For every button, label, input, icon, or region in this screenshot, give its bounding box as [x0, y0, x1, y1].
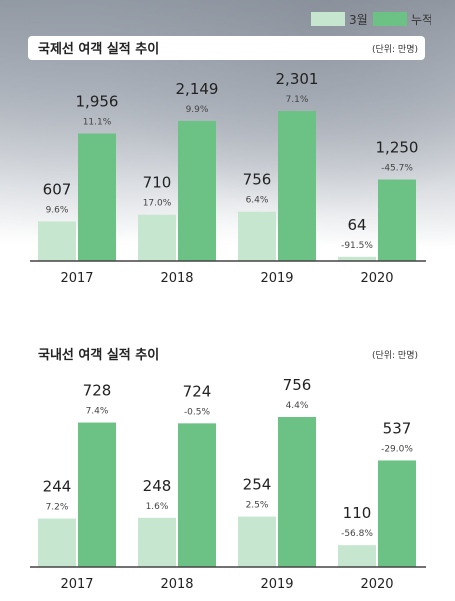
value-label: 710: [143, 174, 172, 192]
value-label: 2,301: [276, 70, 319, 88]
chart-unit: (단위: 만명): [372, 44, 418, 55]
bar: [338, 256, 376, 261]
growth-label: 1.6%: [146, 502, 169, 512]
value-label: 110: [343, 504, 372, 522]
growth-label: -45.7%: [381, 164, 413, 174]
growth-label: -56.8%: [341, 529, 373, 539]
legend-label-monthly: 3월: [349, 13, 368, 27]
bar: [378, 460, 416, 567]
bar: [78, 133, 116, 261]
value-label: 248: [143, 477, 172, 495]
bar: [338, 545, 376, 567]
bar: [38, 518, 76, 567]
bar: [278, 111, 316, 261]
bar: [238, 211, 276, 261]
growth-label: 4.4%: [286, 401, 309, 411]
bar: [178, 120, 216, 261]
growth-label: -91.5%: [341, 241, 373, 251]
bar: [378, 179, 416, 261]
plot-area: 9.6% 607 11.1% 1,956 2017 17.0% 710 9.9% 2,149 20…: [30, 70, 426, 286]
legend: 3월 누적: [311, 12, 431, 27]
chart-international: 국제선 여객 실적 추이 (단위: 만명) 9.6% 607 11.1% 1,956 2…: [28, 36, 426, 286]
chart-domestic: 국내선 여객 실적 추이 (단위: 만명) 7.2% 244 7.4% 728 2017…: [28, 342, 426, 592]
chart-unit: (단위: 만명): [372, 350, 418, 361]
value-label: 756: [283, 376, 312, 394]
value-label: 724: [183, 382, 212, 400]
chart-title-box: [28, 36, 425, 60]
growth-label: -29.0%: [381, 444, 413, 454]
legend-swatch-cumulative: [373, 12, 407, 26]
value-label: 1,250: [376, 139, 419, 157]
growth-label: -0.5%: [184, 407, 211, 417]
chart-title: 국제선 여객 실적 추이: [38, 41, 159, 57]
chart-title: 국내선 여객 실적 추이: [38, 347, 159, 363]
value-label: 756: [243, 171, 272, 189]
chart-title-box: [28, 342, 425, 366]
growth-label: 6.4%: [246, 196, 269, 206]
value-label: 254: [243, 476, 272, 494]
x-tick-label: 2017: [60, 577, 93, 592]
x-tick-label: 2020: [360, 271, 393, 286]
x-tick-label: 2020: [360, 577, 393, 592]
value-label: 537: [383, 419, 412, 437]
chart-panel-domestic: 국내선 여객 실적 추이 (단위: 만명) 7.2% 244 7.4% 728 2017…: [0, 338, 455, 596]
value-label: 2,149: [176, 80, 219, 98]
growth-label: 17.0%: [143, 199, 172, 209]
bar: [178, 423, 216, 567]
growth-label: 7.4%: [86, 407, 109, 417]
x-tick-label: 2017: [60, 271, 93, 286]
bar: [138, 214, 176, 261]
x-tick-label: 2018: [160, 271, 193, 286]
growth-label: 7.2%: [46, 503, 69, 513]
bar: [238, 516, 276, 567]
bar: [38, 221, 76, 261]
growth-label: 9.9%: [186, 105, 209, 115]
growth-label: 11.1%: [83, 117, 112, 127]
bar: [78, 422, 116, 567]
growth-label: 7.1%: [286, 95, 309, 105]
growth-label: 9.6%: [46, 205, 69, 215]
legend-swatch-monthly: [311, 12, 345, 26]
chart-panel-international: 국제선 여객 실적 추이 (단위: 만명) 9.6% 607 11.1% 1,956 2…: [0, 32, 455, 290]
x-tick-label: 2019: [260, 271, 293, 286]
value-label: 1,956: [76, 92, 119, 110]
value-label: 607: [43, 180, 72, 198]
x-tick-label: 2019: [260, 577, 293, 592]
x-tick-label: 2018: [160, 577, 193, 592]
value-label: 244: [43, 478, 72, 496]
plot-area: 7.2% 244 7.4% 728 2017 1.6% 248 -0.5% 724 2018 2.5…: [30, 376, 426, 592]
bar: [138, 517, 176, 567]
legend-label-cumulative: 누적: [411, 13, 431, 27]
growth-label: 2.5%: [246, 501, 269, 511]
value-label: 728: [83, 382, 112, 400]
bar: [278, 417, 316, 567]
value-label: 64: [347, 216, 366, 234]
